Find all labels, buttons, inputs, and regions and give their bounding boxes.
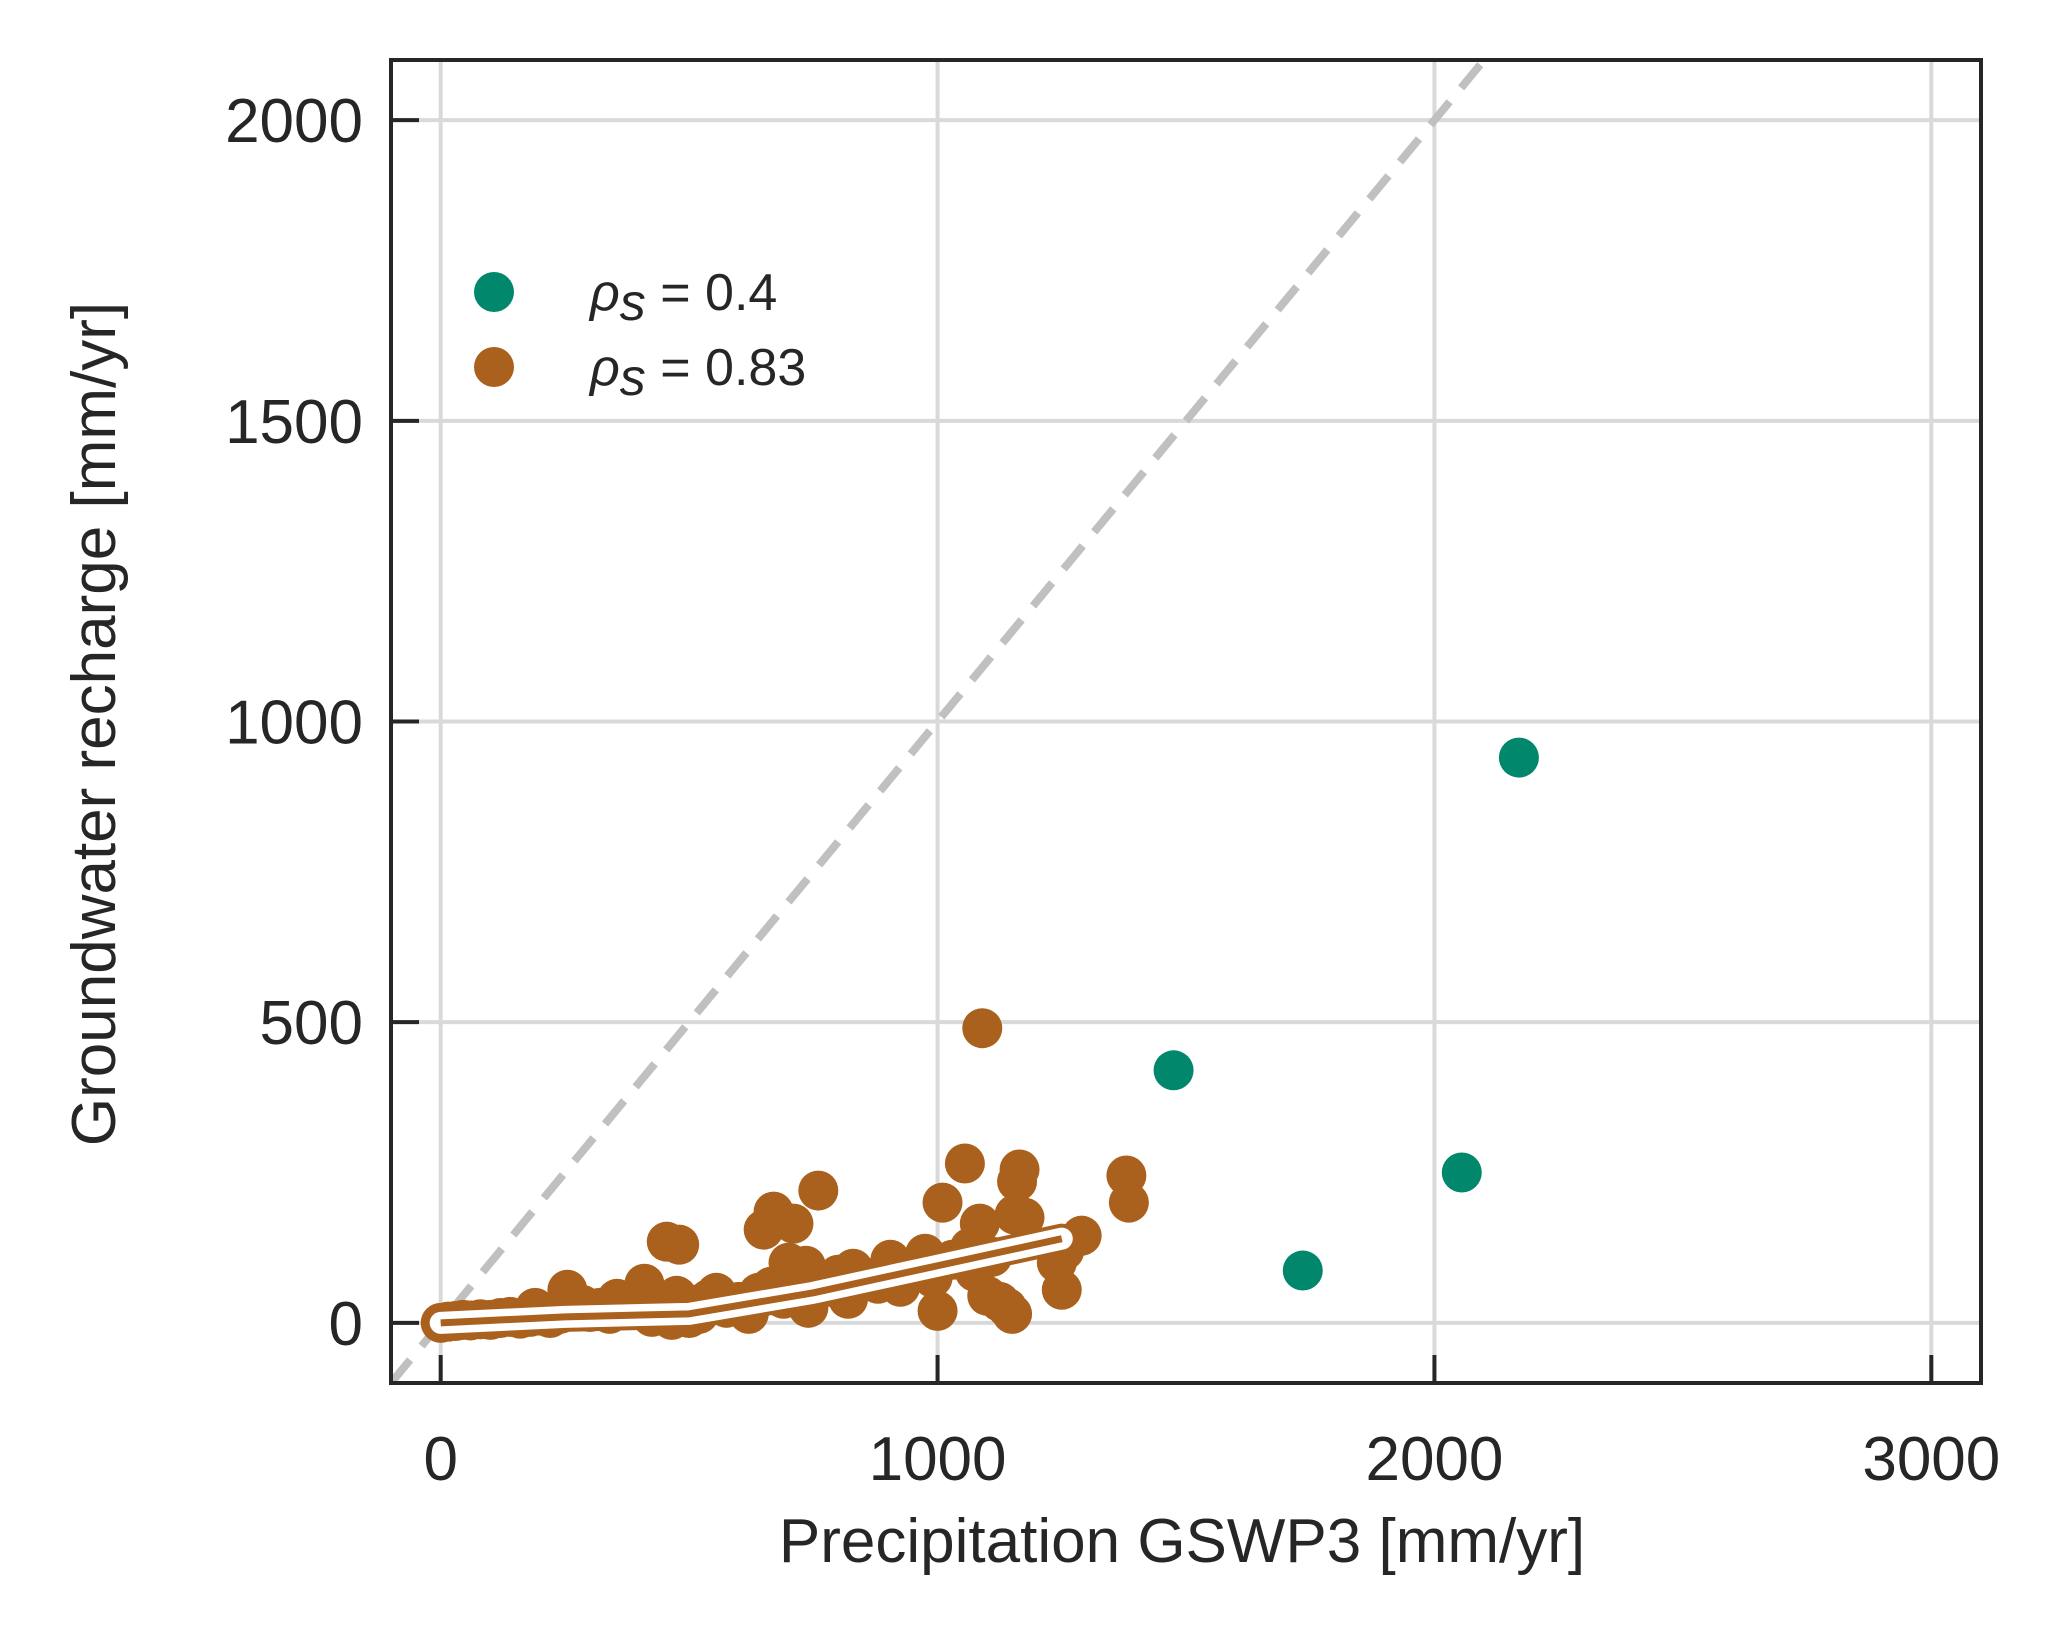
- data-point: [1282, 1250, 1323, 1291]
- data-point: [992, 1293, 1033, 1334]
- data-point: [1153, 1050, 1194, 1091]
- y-tick-label: 500: [260, 989, 363, 1058]
- y-axis-title: Groundwater recharge [mm/yr]: [60, 302, 129, 1146]
- data-point: [1041, 1269, 1082, 1310]
- ticks: 0 1000 2000 3000 0 500 1000 1500 2000: [225, 87, 2000, 1494]
- legend-label: ρs = 0.4: [588, 264, 777, 332]
- legend-entry: ρs = 0.83: [474, 339, 806, 407]
- trend-line-layer: [425, 1223, 1077, 1338]
- data-point: [798, 1170, 839, 1211]
- data-point: [773, 1203, 814, 1244]
- x-tick-label: 2000: [1365, 1425, 1503, 1494]
- y-tick-label: 1500: [225, 388, 363, 457]
- x-tick-label: 0: [423, 1425, 457, 1494]
- data-point: [962, 1008, 1003, 1049]
- reference-line-layer: [391, 60, 1490, 1383]
- legend-marker: [474, 272, 514, 312]
- data-point: [917, 1290, 958, 1331]
- x-axis-title: Precipitation GSWP3 [mm/yr]: [779, 1507, 1585, 1576]
- data-point: [659, 1224, 700, 1265]
- y-tick-label: 2000: [225, 87, 363, 156]
- series-group: [1153, 737, 1539, 1291]
- data-point: [959, 1203, 1000, 1244]
- data-point: [1498, 737, 1539, 778]
- legend: ρs = 0.4 ρs = 0.83: [474, 264, 806, 407]
- reference-line: [391, 60, 1490, 1383]
- x-tick-label: 3000: [1862, 1425, 2000, 1494]
- y-tick-label: 1000: [225, 689, 363, 758]
- legend-label: ρs = 0.83: [588, 339, 806, 407]
- data-point: [944, 1143, 985, 1184]
- data-point: [922, 1182, 963, 1223]
- data-point: [1004, 1197, 1045, 1238]
- x-tick-label: 1000: [869, 1425, 1007, 1494]
- y-tick-label: 0: [329, 1290, 363, 1359]
- trend-line: [440, 1235, 1063, 1327]
- data-point: [1108, 1182, 1149, 1223]
- legend-marker: [474, 347, 514, 387]
- data-point: [999, 1149, 1040, 1190]
- data-point: [1441, 1152, 1482, 1193]
- legend-entry: ρs = 0.4: [474, 264, 777, 332]
